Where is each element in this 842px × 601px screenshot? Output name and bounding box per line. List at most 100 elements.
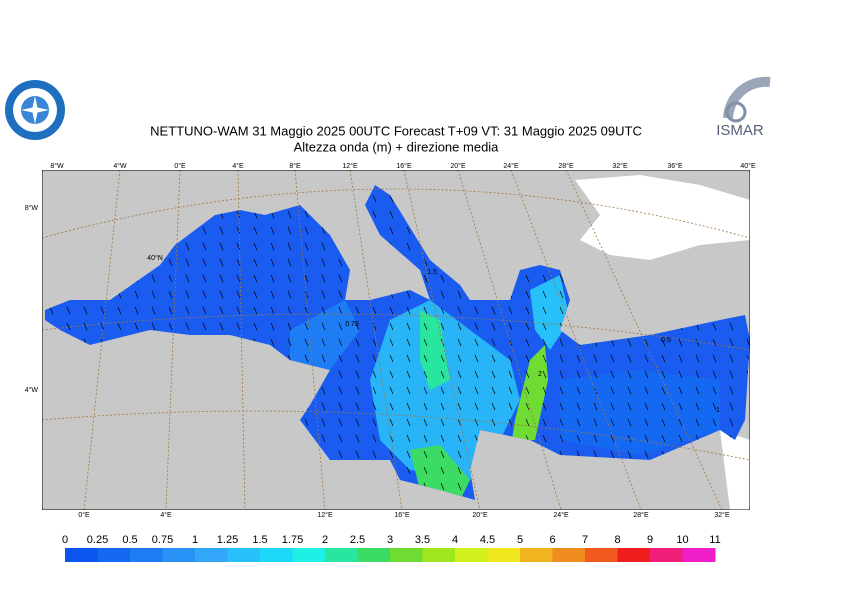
legend-label: 0.5 [122, 534, 137, 546]
arrow [644, 370, 649, 379]
legend-swatch [455, 548, 488, 562]
arrow [185, 242, 190, 251]
arrow [627, 354, 632, 363]
lon-label: 40°E [740, 162, 756, 170]
arrow [610, 370, 615, 379]
arrow [491, 338, 496, 347]
arrow [372, 194, 377, 203]
arrow [440, 434, 445, 443]
arrow [508, 322, 513, 331]
arrow [372, 306, 377, 315]
contour-label: 1 [716, 407, 720, 414]
arrow [661, 434, 666, 443]
arrow [508, 418, 513, 427]
arrow [474, 306, 479, 315]
arrow [576, 402, 581, 411]
arrow [576, 386, 581, 395]
arrow [372, 210, 377, 219]
arrow [355, 386, 360, 395]
arrow [236, 258, 241, 267]
arrow [185, 306, 190, 315]
arrow [678, 386, 683, 395]
arrow [729, 402, 734, 411]
arrow [559, 386, 564, 395]
arrow [559, 290, 564, 299]
arrow [644, 434, 649, 443]
arrow [304, 306, 309, 315]
arrow [661, 386, 666, 395]
arrow [66, 322, 71, 331]
arrow [185, 290, 190, 299]
legend-swatch [617, 548, 651, 562]
arrow [712, 338, 717, 347]
arrow [440, 290, 445, 299]
arrow [440, 466, 445, 475]
arrow [338, 322, 343, 331]
legend-label: 1.5 [252, 534, 267, 546]
arrow [389, 450, 394, 459]
arrow [678, 434, 683, 443]
graticule [42, 170, 750, 510]
arrow [678, 418, 683, 427]
legend-swatch [97, 548, 131, 562]
arrow [304, 226, 309, 235]
lon-label: 0°E [78, 511, 90, 519]
arrow [406, 338, 411, 347]
arrow [423, 418, 428, 427]
arrow [321, 306, 326, 315]
arrow [542, 290, 547, 299]
arrow [321, 354, 326, 363]
legend-swatch [130, 548, 163, 562]
lon-label: 16°E [394, 511, 410, 519]
legend-swatch [422, 548, 456, 562]
arrow [304, 338, 309, 347]
legend-swatch [357, 548, 391, 562]
arrow [219, 290, 224, 299]
arrow [525, 290, 530, 299]
arrow [219, 322, 224, 331]
arrow [270, 242, 275, 251]
lat-label: 40°N [147, 254, 163, 262]
arrow [440, 402, 445, 411]
arrow [355, 306, 360, 315]
lon-label: 16°E [396, 162, 412, 170]
arrow [440, 386, 445, 395]
arrow [304, 354, 309, 363]
arrow [389, 322, 394, 331]
arrow [576, 370, 581, 379]
contour-label: 0.75 [345, 321, 359, 328]
arrow [457, 434, 462, 443]
legend-label: 1.75 [282, 534, 303, 546]
arrow [287, 322, 292, 331]
arrow [644, 450, 649, 459]
arrow [695, 338, 700, 347]
arrow [491, 386, 496, 395]
arrow [372, 354, 377, 363]
arrow [202, 306, 207, 315]
arrow [372, 322, 377, 331]
arrow [406, 450, 411, 459]
arrow [355, 418, 360, 427]
arrow [576, 418, 581, 427]
arrow [593, 370, 598, 379]
arrow [440, 274, 445, 283]
legend-label: 1.25 [217, 534, 238, 546]
arrow [321, 386, 326, 395]
arrow [423, 434, 428, 443]
arrow [219, 258, 224, 267]
legend-swatch [585, 548, 618, 562]
arrow [287, 226, 292, 235]
arrow [406, 386, 411, 395]
arrow [712, 402, 717, 411]
arrow [474, 402, 479, 411]
arrow [168, 258, 173, 267]
arrow [729, 354, 734, 363]
arrow [406, 354, 411, 363]
legend-label: 5 [517, 534, 523, 546]
arrow [151, 274, 156, 283]
lon-label: 4°E [232, 162, 244, 170]
arrow [644, 402, 649, 411]
arrow [134, 306, 139, 315]
logo-text: ISMAR [716, 122, 764, 139]
arrow [525, 386, 530, 395]
